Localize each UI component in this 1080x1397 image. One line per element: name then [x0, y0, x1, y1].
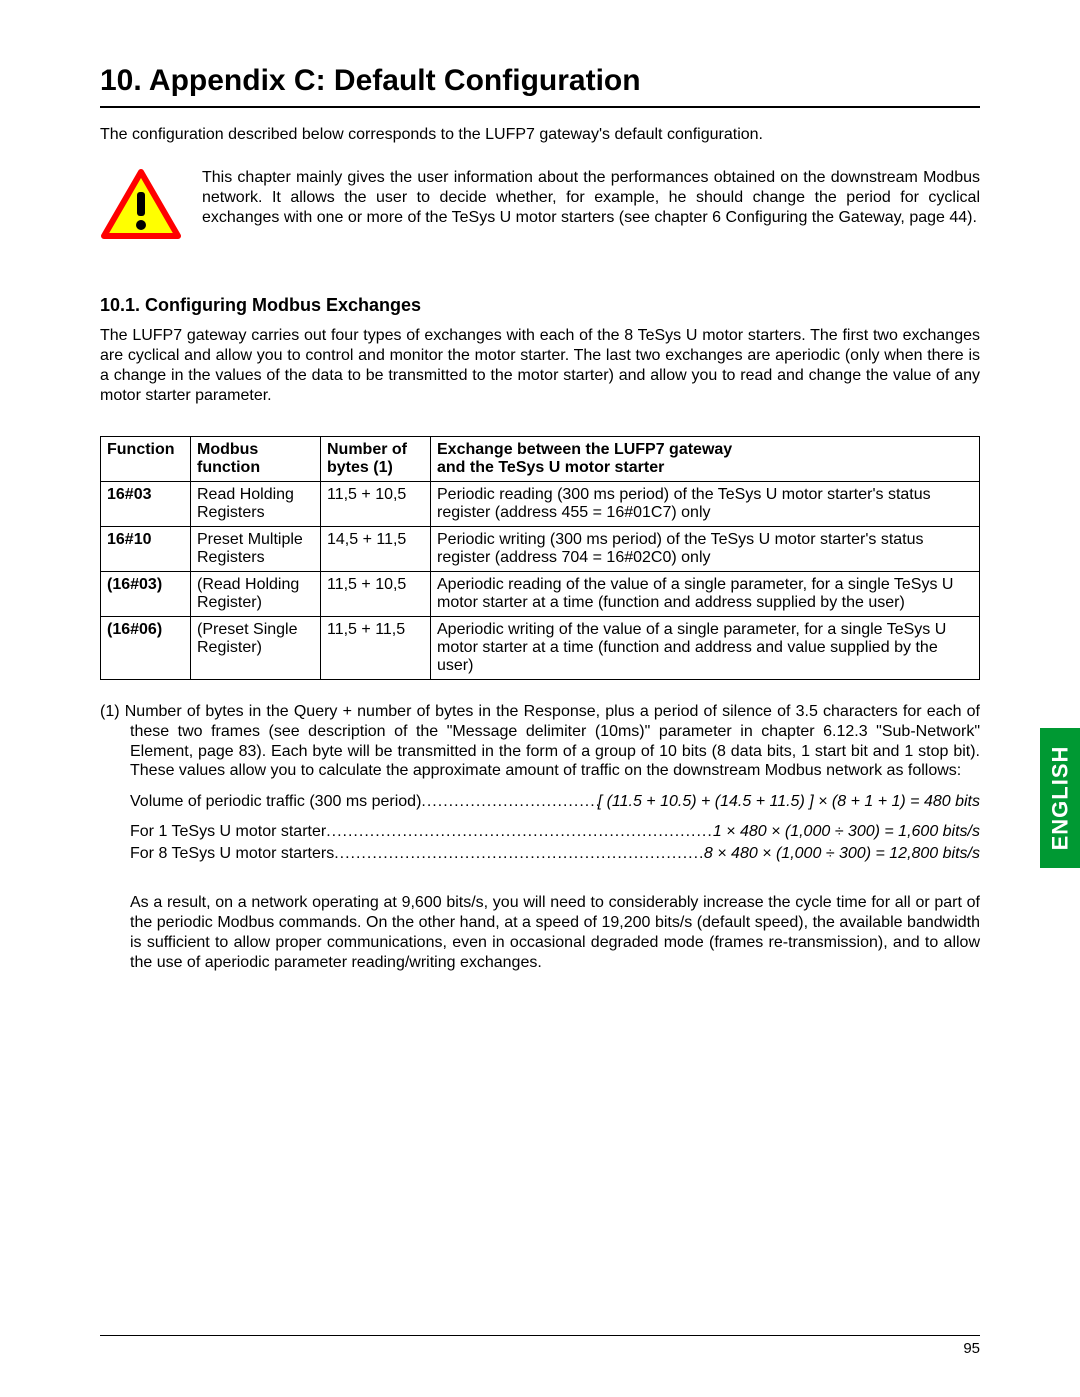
calc-value: 8 × 480 × (1,000 ÷ 300) = 12,800 bits/s: [704, 845, 980, 863]
th-exchange-l2: and the TeSys U motor starter: [437, 459, 664, 476]
cell-function: 16#10: [101, 527, 191, 572]
cell-exchange: Aperiodic writing of the value of a sing…: [431, 617, 980, 680]
cell-modbus-fn: Read Holding Registers: [191, 482, 321, 527]
cell-bytes: 11,5 + 10,5: [321, 572, 431, 617]
cell-function: 16#03: [101, 482, 191, 527]
table-header-row: Function Modbus function Number of bytes…: [101, 437, 980, 482]
footnote-1: (1) Number of bytes in the Query + numbe…: [100, 702, 980, 781]
modbus-table: Function Modbus function Number of bytes…: [100, 436, 980, 680]
th-exchange: Exchange between the LUFP7 gateway and t…: [431, 437, 980, 482]
calc-line-1starter: For 1 TeSys U motor starter 1 × 480 × (1…: [130, 823, 980, 841]
cell-bytes: 14,5 + 11,5: [321, 527, 431, 572]
calc-line-8starters: For 8 TeSys U motor starters 8 × 480 × (…: [130, 845, 980, 863]
footer-rule: [100, 1335, 980, 1336]
leader-dots: [334, 845, 704, 863]
cell-modbus-fn: Preset Multiple Registers: [191, 527, 321, 572]
table-row: (16#03) (Read Holding Register) 11,5 + 1…: [101, 572, 980, 617]
th-num-bytes-l2: bytes (1): [327, 459, 393, 476]
th-modbus-function: Modbus function: [191, 437, 321, 482]
language-tab-label: ENGLISH: [1047, 746, 1073, 851]
table-row: 16#10 Preset Multiple Registers 14,5 + 1…: [101, 527, 980, 572]
th-num-bytes: Number of bytes (1): [321, 437, 431, 482]
calc-value: [ (11.5 + 10.5) + (14.5 + 11.5) ] × (8 +…: [598, 793, 980, 811]
calc-label: For 8 TeSys U motor starters: [130, 845, 334, 863]
cell-exchange: Aperiodic reading of the value of a sing…: [431, 572, 980, 617]
cell-function: (16#06): [101, 617, 191, 680]
section-paragraph: The LUFP7 gateway carries out four types…: [100, 326, 980, 406]
page-number: 95: [100, 1340, 980, 1357]
calc-label: For 1 TeSys U motor starter: [130, 823, 326, 841]
cell-bytes: 11,5 + 10,5: [321, 482, 431, 527]
leader-dots: [326, 823, 713, 841]
leader-dots: [421, 793, 597, 811]
warning-block: This chapter mainly gives the user infor…: [100, 168, 980, 245]
calc-value: 1 × 480 × (1,000 ÷ 300) = 1,600 bits/s: [713, 823, 980, 841]
cell-function: (16#03): [101, 572, 191, 617]
cell-modbus-fn: (Read Holding Register): [191, 572, 321, 617]
cell-modbus-fn: (Preset Single Register): [191, 617, 321, 680]
th-function: Function: [101, 437, 191, 482]
title-rule: [100, 106, 980, 108]
result-paragraph: As a result, on a network operating at 9…: [130, 893, 980, 973]
th-num-bytes-l1: Number of: [327, 441, 407, 458]
cell-bytes: 11,5 + 11,5: [321, 617, 431, 680]
th-exchange-l1: Exchange between the LUFP7 gateway: [437, 441, 732, 458]
page: 10. Appendix C: Default Configuration Th…: [0, 0, 1080, 1397]
language-tab: ENGLISH: [1040, 728, 1080, 868]
section-title: 10.1. Configuring Modbus Exchanges: [100, 295, 980, 316]
cell-exchange: Periodic reading (300 ms period) of the …: [431, 482, 980, 527]
calc-line-volume: Volume of periodic traffic (300 ms perio…: [130, 793, 980, 811]
calc-label: Volume of periodic traffic (300 ms perio…: [130, 793, 421, 811]
warning-icon: [100, 168, 182, 245]
warning-text: This chapter mainly gives the user infor…: [202, 168, 980, 228]
table-row: 16#03 Read Holding Registers 11,5 + 10,5…: [101, 482, 980, 527]
chapter-title: 10. Appendix C: Default Configuration: [100, 64, 980, 98]
page-footer: 95: [100, 1335, 980, 1357]
intro-paragraph: The configuration described below corres…: [100, 126, 980, 144]
cell-exchange: Periodic writing (300 ms period) of the …: [431, 527, 980, 572]
table-row: (16#06) (Preset Single Register) 11,5 + …: [101, 617, 980, 680]
